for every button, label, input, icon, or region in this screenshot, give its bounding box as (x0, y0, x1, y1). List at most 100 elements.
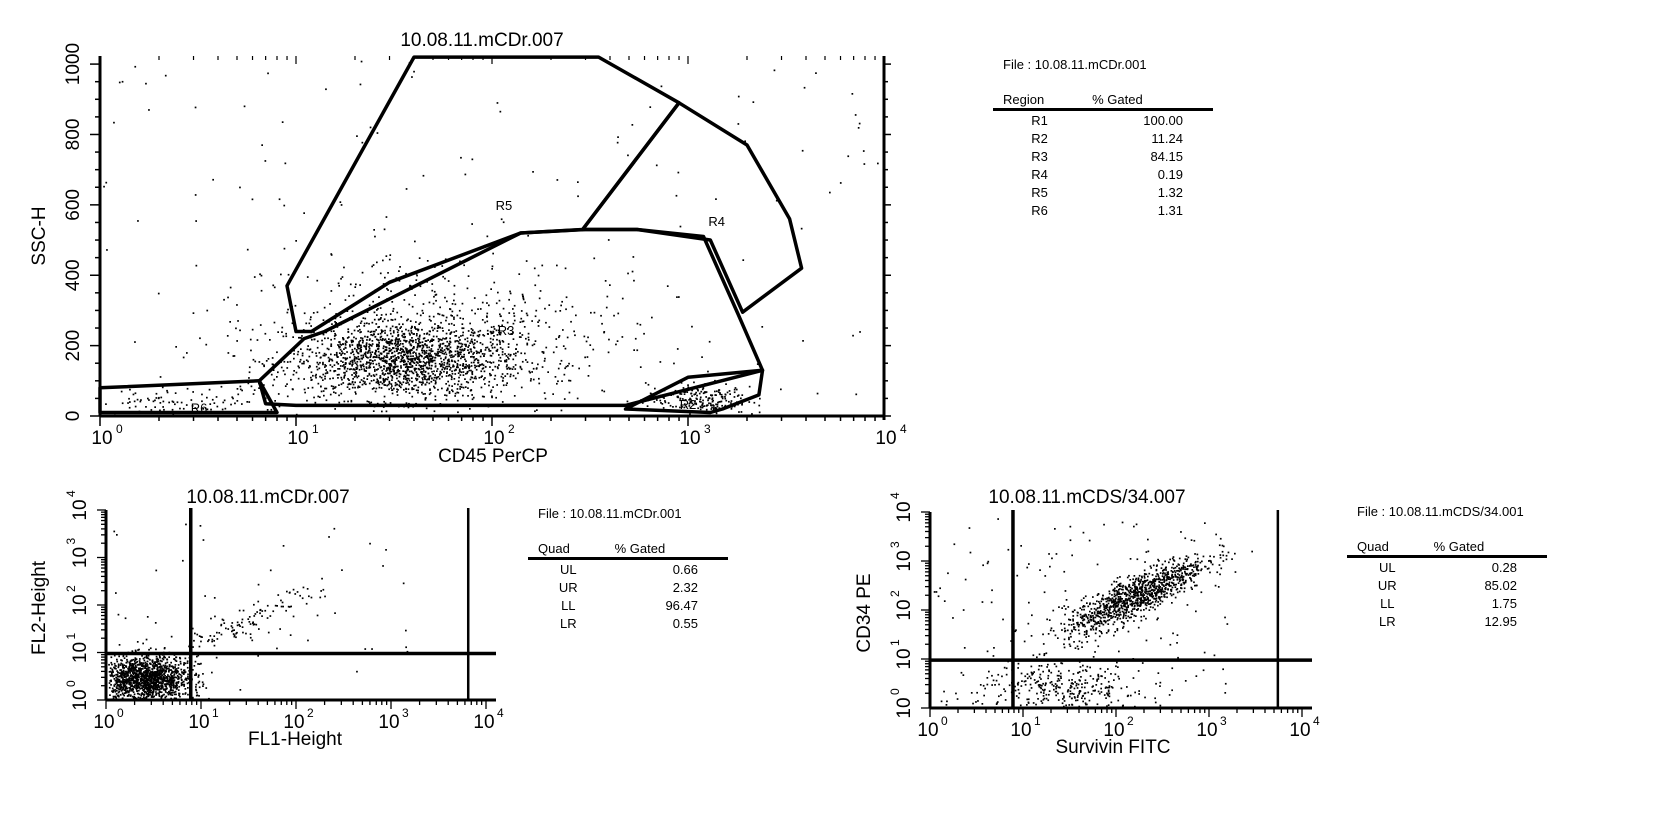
event (139, 697, 141, 699)
plot1-event (360, 346, 363, 349)
plot1-event (470, 369, 472, 372)
plot1-event (482, 334, 484, 336)
plot1-event (488, 350, 491, 352)
plot1-event (334, 408, 336, 410)
event (1142, 580, 1144, 583)
plot1-event (485, 294, 488, 297)
event (134, 677, 137, 679)
plot1-event (327, 356, 330, 359)
plot1-event (375, 381, 378, 384)
event (1145, 607, 1147, 610)
plot1-event (428, 375, 431, 378)
plot1-event (472, 343, 475, 346)
event (109, 694, 111, 696)
event (187, 693, 189, 696)
plot1-event (383, 228, 386, 231)
plot1-event (494, 365, 497, 368)
event (118, 681, 121, 683)
event (123, 664, 125, 667)
plot1-event (604, 280, 607, 282)
plot1-event (348, 362, 351, 365)
plot1-event (473, 361, 475, 364)
plot1-event (373, 387, 375, 389)
plot1-event (416, 375, 419, 377)
plot1-event (260, 289, 263, 292)
event (1133, 593, 1135, 596)
event (1161, 575, 1164, 577)
event (154, 622, 157, 624)
event (1105, 613, 1108, 616)
plot1-event (397, 343, 399, 345)
plot1-event (532, 378, 535, 381)
event (200, 662, 202, 665)
event (157, 673, 159, 675)
plot1-event (701, 388, 704, 391)
plot1-event (392, 366, 395, 368)
event (126, 691, 128, 694)
event (159, 691, 162, 693)
plot1-event (433, 290, 436, 293)
plot1-event (499, 110, 502, 113)
plot1-event (473, 364, 476, 367)
plot1-event (419, 314, 422, 317)
plot1-event (574, 334, 576, 337)
plot1-event (577, 195, 579, 198)
event (1145, 592, 1147, 594)
plot1-event (355, 356, 358, 359)
event (116, 675, 119, 678)
plot1-event (492, 338, 494, 341)
event (137, 696, 140, 699)
plot1-event (376, 261, 378, 264)
plot1-event (258, 361, 261, 363)
event (121, 697, 124, 700)
plot1-event (430, 355, 433, 357)
plot1-event (424, 371, 427, 373)
event (1178, 574, 1181, 576)
event (173, 658, 176, 660)
plot1-event (447, 380, 449, 383)
plot1-event (166, 391, 169, 394)
event (166, 665, 168, 668)
plot1-event (376, 345, 378, 348)
plot1-event (560, 409, 563, 412)
event (129, 690, 131, 692)
plot1-event (431, 345, 433, 347)
plot1-event (534, 284, 537, 287)
plot1-event (468, 352, 470, 354)
plot1-event (491, 369, 494, 371)
plot1-event (501, 401, 504, 403)
plot1-event (351, 361, 354, 364)
plot1-event (529, 371, 531, 374)
plot1-event (345, 341, 348, 343)
event (1107, 613, 1110, 616)
event (115, 682, 118, 685)
plot1-event (420, 371, 422, 373)
plot1-event (389, 372, 391, 375)
plot1-event (476, 351, 479, 353)
plot1-event (453, 331, 456, 333)
plot1-event (501, 351, 504, 353)
plot1-event (434, 362, 437, 365)
plot1-event (259, 273, 261, 276)
event (1114, 587, 1116, 590)
event (1069, 632, 1072, 635)
event (114, 689, 117, 691)
plot1-event (411, 360, 414, 363)
plot1-event (712, 408, 715, 411)
plot1-event (436, 370, 438, 372)
plot1-event (409, 352, 412, 355)
event (151, 677, 154, 679)
plot1-event (592, 348, 595, 351)
event (1107, 609, 1110, 612)
plot1-event (419, 361, 421, 363)
plot1-event (436, 376, 438, 379)
plot1-event (702, 387, 705, 389)
plot1-event (386, 384, 388, 387)
x-tick-label: 10 (93, 712, 114, 733)
event (134, 649, 137, 652)
plot1-event (358, 341, 360, 343)
event (183, 669, 186, 672)
event (154, 674, 156, 677)
plot1-event (386, 360, 388, 363)
plot1-event (163, 408, 165, 411)
